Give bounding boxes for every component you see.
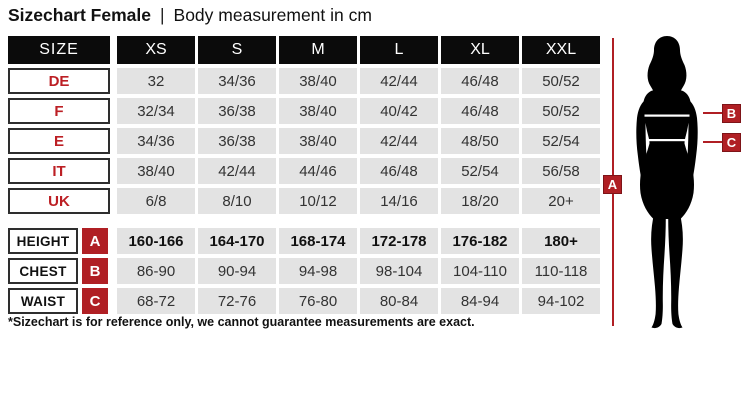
size-cell: 14/16 <box>360 188 438 214</box>
chest-line <box>644 114 690 117</box>
measurement-cell: 168-174 <box>279 228 357 254</box>
measure-badge-c: C <box>82 288 108 314</box>
column-header-xxl: XXL <box>522 36 600 64</box>
measurement-cell: 94-102 <box>522 288 600 314</box>
measurement-cell: 98-104 <box>360 258 438 284</box>
measurement-cell: 94-98 <box>279 258 357 284</box>
size-row-uk: UK 6/8 8/10 10/12 14/16 18/20 20+ <box>8 188 603 214</box>
size-cell: 44/46 <box>279 158 357 184</box>
page-title: Sizechart Female | Body measurement in c… <box>8 5 372 26</box>
size-cell: 36/38 <box>198 128 276 154</box>
size-cell: 40/42 <box>360 98 438 124</box>
size-cell: 42/44 <box>360 68 438 94</box>
size-cell: 46/48 <box>441 68 519 94</box>
waist-line <box>648 139 686 142</box>
measurement-rows-group: HEIGHT A 160-166 164-170 168-174 172-178 176-1… <box>8 228 603 314</box>
size-cell: 8/10 <box>198 188 276 214</box>
size-cell: 18/20 <box>441 188 519 214</box>
chest-tick-line <box>703 112 722 114</box>
measurement-cell: 76-80 <box>279 288 357 314</box>
size-cell: 34/36 <box>198 68 276 94</box>
measure-badge-b: B <box>82 258 108 284</box>
measurement-cell: 172-178 <box>360 228 438 254</box>
size-cell: 34/36 <box>117 128 195 154</box>
size-cell: 50/52 <box>522 68 600 94</box>
size-row-it: IT 38/40 42/44 44/46 46/48 52/54 56/58 <box>8 158 603 184</box>
table-header-row: SIZE XS S M L XL XXL <box>8 36 603 64</box>
measurement-cell: 90-94 <box>198 258 276 284</box>
size-cell: 52/54 <box>441 158 519 184</box>
measure-badge-a: A <box>82 228 108 254</box>
measurement-row-waist: WAIST C 68-72 72-76 76-80 80-84 84-94 94-102 <box>8 288 603 314</box>
figure-marker-b: B <box>722 104 741 123</box>
measurement-cell: 84-94 <box>441 288 519 314</box>
measurement-cell: 72-76 <box>198 288 276 314</box>
measurement-cell: 86-90 <box>117 258 195 284</box>
column-header-xl: XL <box>441 36 519 64</box>
size-cell: 42/44 <box>198 158 276 184</box>
size-cell: 38/40 <box>279 68 357 94</box>
size-cell: 32 <box>117 68 195 94</box>
row-label-chest: CHEST <box>8 258 78 284</box>
footnote: *Sizechart is for reference only, we can… <box>8 315 475 329</box>
row-label-it: IT <box>8 158 110 184</box>
size-cell: 38/40 <box>117 158 195 184</box>
column-header-m: M <box>279 36 357 64</box>
size-cell: 38/40 <box>279 98 357 124</box>
size-row-de: DE 32 34/36 38/40 42/44 46/48 50/52 <box>8 68 603 94</box>
size-cell: 38/40 <box>279 128 357 154</box>
row-label-uk: UK <box>8 188 110 214</box>
measurement-cell: 104-110 <box>441 258 519 284</box>
row-label-height: HEIGHT <box>8 228 78 254</box>
page-title-main: Sizechart Female <box>8 5 151 25</box>
size-cell: 56/58 <box>522 158 600 184</box>
size-row-f: F 32/34 36/38 38/40 40/42 46/48 50/52 <box>8 98 603 124</box>
row-label-de: DE <box>8 68 110 94</box>
measurement-row-chest: CHEST B 86-90 90-94 94-98 98-104 104-110 110-11… <box>8 258 603 284</box>
size-cell: 36/38 <box>198 98 276 124</box>
size-cell: 50/52 <box>522 98 600 124</box>
size-cell: 6/8 <box>117 188 195 214</box>
size-cell: 52/54 <box>522 128 600 154</box>
column-header-size: SIZE <box>8 36 110 64</box>
measurement-cell: 160-166 <box>117 228 195 254</box>
row-label-waist: WAIST <box>8 288 78 314</box>
page-title-subtitle: Body measurement in cm <box>173 5 372 25</box>
measurement-cell: 164-170 <box>198 228 276 254</box>
measurement-cell: 180+ <box>522 228 600 254</box>
size-cell: 48/50 <box>441 128 519 154</box>
row-label-f: F <box>8 98 110 124</box>
measurement-cell: 80-84 <box>360 288 438 314</box>
female-silhouette <box>636 36 698 329</box>
waist-tick-line <box>703 141 722 143</box>
size-cell: 32/34 <box>117 98 195 124</box>
size-cell: 46/48 <box>441 98 519 124</box>
measurement-cell: 176-182 <box>441 228 519 254</box>
row-label-e: E <box>8 128 110 154</box>
measurement-cell: 110-118 <box>522 258 600 284</box>
column-header-xs: XS <box>117 36 195 64</box>
size-cell: 10/12 <box>279 188 357 214</box>
size-cell: 20+ <box>522 188 600 214</box>
size-cell: 46/48 <box>360 158 438 184</box>
figure-marker-c: C <box>722 133 741 152</box>
measurement-cell: 68-72 <box>117 288 195 314</box>
size-table: SIZE XS S M L XL XXL DE 32 34/36 38/40 42/44 46/48 5… <box>8 36 603 314</box>
measurement-row-height: HEIGHT A 160-166 164-170 168-174 172-178 176-1… <box>8 228 603 254</box>
size-row-e: E 34/36 36/38 38/40 42/44 48/50 52/54 <box>8 128 603 154</box>
column-header-s: S <box>198 36 276 64</box>
figure-marker-a: A <box>603 175 622 194</box>
size-rows-group: DE 32 34/36 38/40 42/44 46/48 50/52 F 32/34 36/38… <box>8 68 603 214</box>
page-title-separator: | <box>159 5 165 25</box>
column-header-l: L <box>360 36 438 64</box>
size-cell: 42/44 <box>360 128 438 154</box>
